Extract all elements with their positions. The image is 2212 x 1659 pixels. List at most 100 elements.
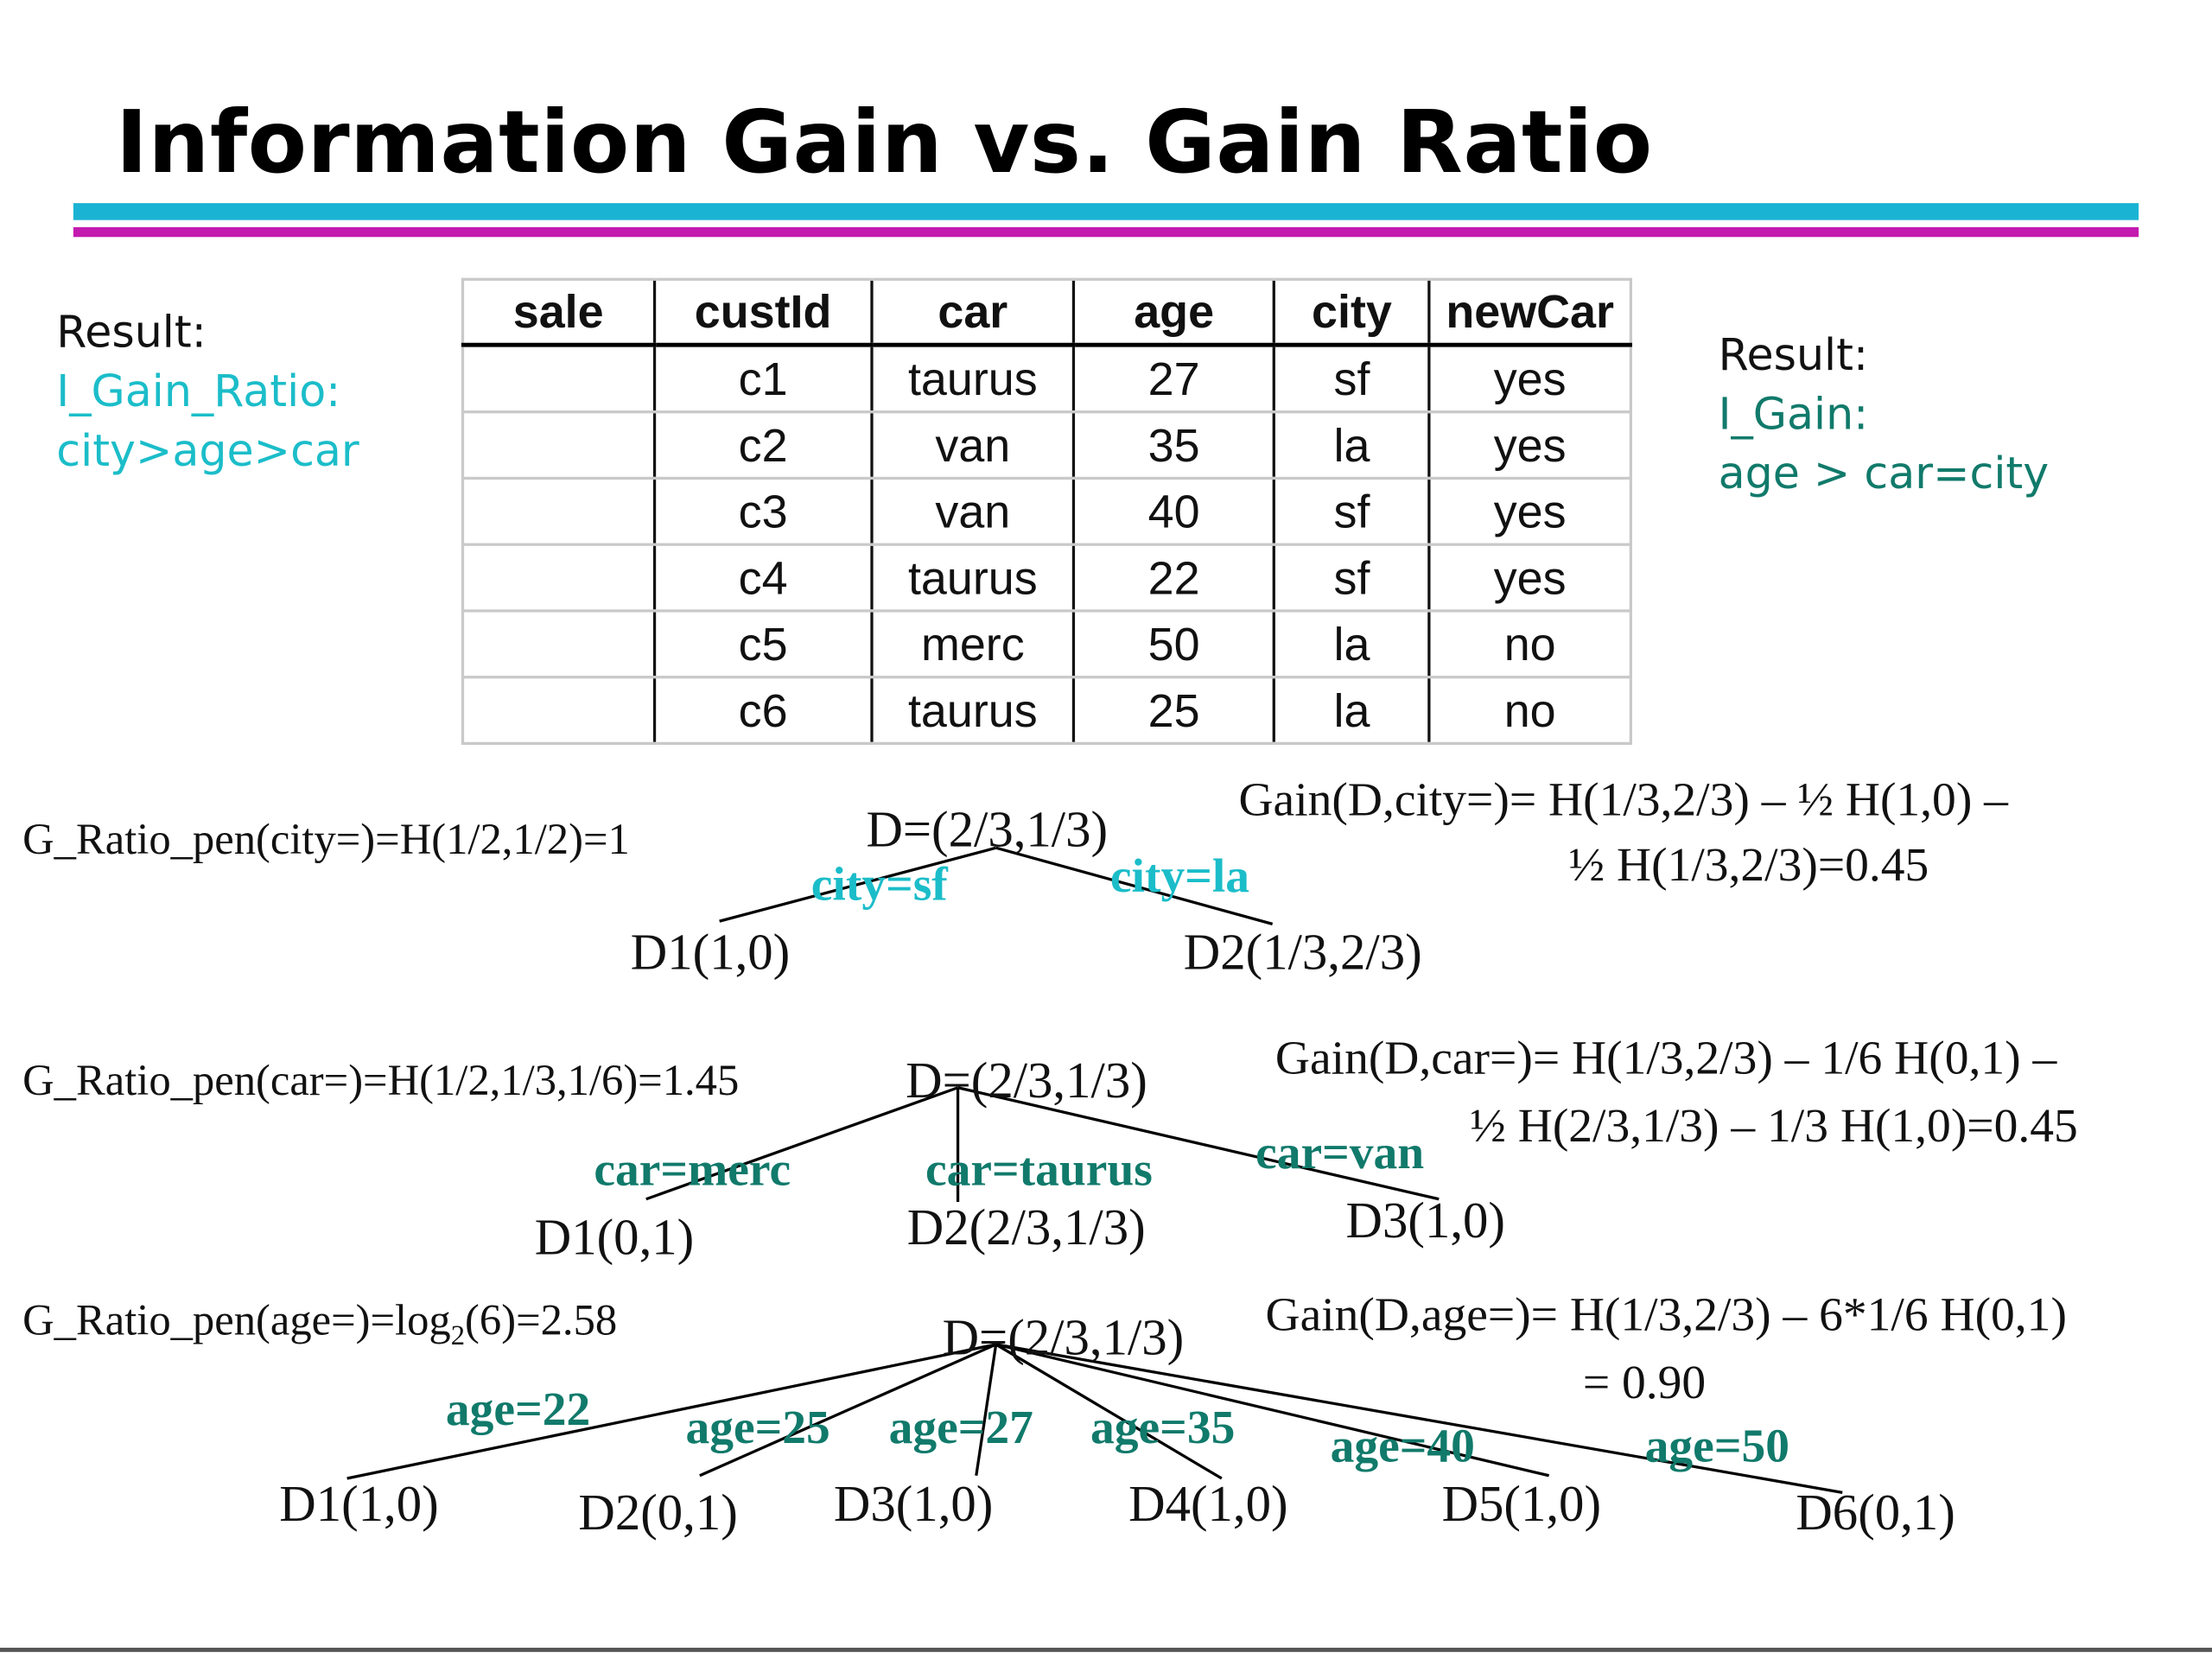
right-result-label: Result: <box>1718 330 1869 381</box>
age-child-node: D5(1,0) <box>1441 1475 1602 1533</box>
table-cell: yes <box>1427 544 1632 613</box>
car-child-node: D2(2/3,1/3) <box>906 1198 1146 1256</box>
car-edge-label: car=van <box>1255 1127 1425 1179</box>
table-cell <box>461 411 654 480</box>
title-rule-cyan <box>73 203 2139 220</box>
table-cell <box>461 345 654 414</box>
age-child-node: D2(0,1) <box>578 1484 738 1541</box>
table-cell: van <box>870 411 1074 480</box>
table-cell <box>461 677 654 746</box>
table-cell: no <box>1427 610 1632 679</box>
table-cell: 27 <box>1071 345 1274 414</box>
table-cell: no <box>1427 677 1632 746</box>
table-row: c5 merc 50 la no <box>461 610 1632 679</box>
customer-table: sale custId car age city newCar c1 tauru… <box>461 277 1632 746</box>
right-result-block: Result: I_Gain: age > car=city <box>1719 326 2050 504</box>
table-cell: sf <box>1273 345 1430 414</box>
car-gain-line2: ½ H(2/3,1/3) – 1/3 H(1,0)=0.45 <box>1470 1100 2078 1153</box>
city-edge-label: city=la <box>1109 850 1250 903</box>
age-gain-line2: = 0.90 <box>1582 1357 1707 1410</box>
footer-rule <box>0 1647 2212 1652</box>
slide-title: Information Gain vs. Gain Ratio <box>115 92 1653 194</box>
table-row: c2 van 35 la yes <box>461 411 1632 480</box>
table-cell: taurus <box>870 345 1074 414</box>
table-header-row: sale custId car age city newCar <box>461 277 1632 347</box>
age-penalty-prefix: G_Ratio_pen(age=)=log <box>22 1294 451 1344</box>
table-cell: yes <box>1427 478 1632 546</box>
left-result-line2: city>age>car <box>56 426 359 477</box>
table-cell: taurus <box>870 544 1074 613</box>
table-cell: van <box>870 478 1074 546</box>
age-child-node: D4(1,0) <box>1128 1475 1288 1533</box>
tree-edge-line <box>995 1343 1223 1480</box>
age-edge-label: age=25 <box>685 1402 830 1455</box>
table-cell: la <box>1273 677 1430 746</box>
car-edge-label: car=merc <box>594 1144 791 1197</box>
tree-edge-line <box>699 1343 997 1478</box>
table-cell: 35 <box>1071 411 1274 480</box>
age-child-node: D1(1,0) <box>279 1475 439 1533</box>
table-cell <box>461 478 654 546</box>
table-cell: c2 <box>652 411 873 480</box>
left-result-label: Result: <box>56 307 207 359</box>
table-header-cell: car <box>870 277 1074 347</box>
left-result-line1: I_Gain_Ratio: <box>56 366 341 418</box>
left-result-block: Result: I_Gain_Ratio: city>age>car <box>56 303 359 481</box>
car-root-node: D=(2/3,1/3) <box>906 1052 1147 1109</box>
age-edge-label: age=22 <box>445 1383 591 1437</box>
table-cell: sf <box>1273 478 1430 546</box>
right-result-line1: I_Gain: <box>1718 389 1869 441</box>
age-edge-label: age=27 <box>888 1402 1033 1455</box>
title-rule-magenta <box>73 226 2139 238</box>
car-child-node: D3(1,0) <box>1345 1192 1506 1249</box>
city-penalty: G_Ratio_pen(city=)=H(1/2,1/2)=1 <box>22 814 630 864</box>
city-gain-line1: Gain(D,city=)= H(1/3,2/3) – ½ H(1,0) – <box>1238 774 2008 827</box>
table-cell: 22 <box>1071 544 1274 613</box>
car-child-node: D1(0,1) <box>534 1209 695 1266</box>
age-root-node: D=(2/3,1/3) <box>942 1309 1185 1366</box>
right-result-line2: age > car=city <box>1718 448 2050 499</box>
table-cell: c5 <box>652 610 873 679</box>
age-edge-label: age=35 <box>1090 1402 1236 1455</box>
table-cell: c6 <box>652 677 873 746</box>
age-edge-label: age=40 <box>1330 1421 1475 1473</box>
tree-edge-line <box>346 1343 996 1480</box>
table-cell: c4 <box>652 544 873 613</box>
age-penalty-suffix: (6)=2.58 <box>465 1294 618 1344</box>
table-cell <box>461 544 654 613</box>
car-penalty: G_Ratio_pen(car=)=H(1/2,1/3,1/6)=1.45 <box>22 1055 740 1105</box>
table-cell: 25 <box>1071 677 1274 746</box>
city-gain-line2: ½ H(1/3,2/3)=0.45 <box>1568 839 1929 892</box>
table-cell: yes <box>1427 345 1632 414</box>
tree-edge-line <box>975 1344 998 1476</box>
city-child-node: D1(1,0) <box>630 924 791 981</box>
table-cell: la <box>1273 411 1430 480</box>
table-header-cell: sale <box>461 277 654 347</box>
table-cell: merc <box>870 610 1074 679</box>
table-header-cell: city <box>1273 277 1430 347</box>
tree-edge-line <box>957 1086 1440 1201</box>
table-cell: yes <box>1427 411 1632 480</box>
city-root-node: D=(2/3,1/3) <box>866 801 1109 858</box>
tree-edge-line <box>719 846 997 923</box>
age-penalty: G_Ratio_pen(age=)=log2(6)=2.58 <box>22 1295 617 1353</box>
table-cell: c3 <box>652 478 873 546</box>
car-edge-label: car=taurus <box>925 1144 1153 1197</box>
age-gain-line1: Gain(D,age=)= H(1/3,2/3) – 6*1/6 H(0,1) <box>1265 1289 2067 1342</box>
tree-edge-line <box>995 846 1274 925</box>
table-cell <box>461 610 654 679</box>
table-cell: sf <box>1273 544 1430 613</box>
table-row: c1 taurus 27 sf yes <box>461 345 1632 414</box>
age-child-node: D3(1,0) <box>833 1475 994 1533</box>
table-header-cell: age <box>1071 277 1274 347</box>
city-child-node: D2(1/3,2/3) <box>1183 924 1422 981</box>
table-cell: taurus <box>870 677 1074 746</box>
tree-edge-line <box>645 1086 959 1201</box>
age-edge-label: age=50 <box>1644 1421 1789 1473</box>
table-cell: 50 <box>1071 610 1274 679</box>
table-row: c4 taurus 22 sf yes <box>461 544 1632 613</box>
car-gain-line1: Gain(D,car=)= H(1/3,2/3) – 1/6 H(0,1) – <box>1274 1033 2057 1085</box>
table-cell: c1 <box>652 345 873 414</box>
table-row: c6 taurus 25 la no <box>461 677 1632 746</box>
